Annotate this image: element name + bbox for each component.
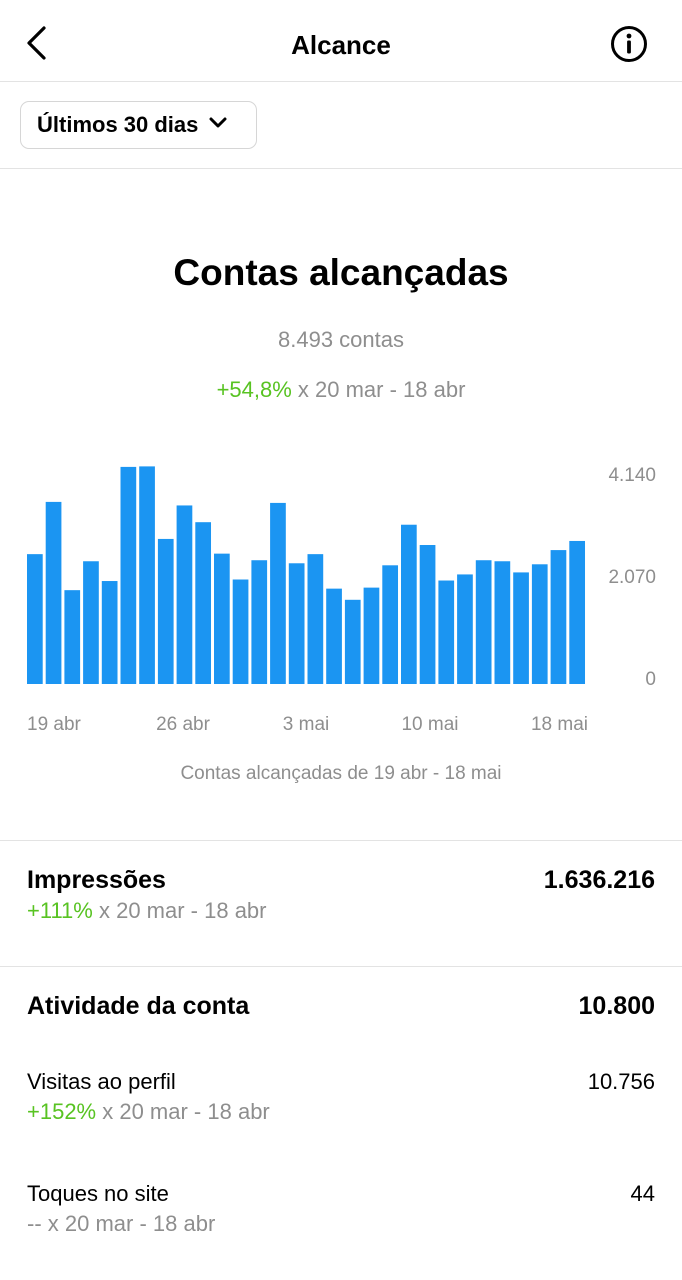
x-tick-label: 18 mai xyxy=(531,714,588,735)
chart-bar xyxy=(438,580,455,684)
change-period: x 20 mar - 18 abr xyxy=(41,1211,216,1236)
chart-bar xyxy=(401,524,417,684)
chart-bar xyxy=(270,502,286,684)
chart-bar xyxy=(457,574,473,684)
chart-bar xyxy=(176,505,193,684)
chart-bar xyxy=(101,581,118,684)
filter-bar: Últimos 30 dias xyxy=(0,82,682,169)
profile-visits-change: +152% x 20 mar - 18 abr xyxy=(27,1099,270,1125)
chart-bar xyxy=(307,554,324,684)
chart-bar xyxy=(513,572,529,684)
chart-bar xyxy=(569,540,586,684)
chart-bar xyxy=(475,560,492,684)
divider xyxy=(0,840,682,841)
change-period: x 20 mar - 18 abr xyxy=(96,1099,270,1124)
x-tick-label: 19 abr xyxy=(27,714,82,735)
accounts-count: 8.493 contas xyxy=(278,327,404,352)
chart-bar xyxy=(232,579,249,684)
chart-bar xyxy=(494,561,511,684)
chart-bar xyxy=(120,466,137,684)
date-range-dropdown[interactable]: Últimos 30 dias xyxy=(20,101,257,149)
chart-svg: 4.140 2.070 0 19 abr 26 abr 3 mai 10 mai 18 mai xyxy=(27,465,656,735)
date-range-label: Últimos 30 dias xyxy=(37,112,199,137)
chart-bar xyxy=(45,501,62,684)
chart-bar xyxy=(83,561,99,684)
chart-bar xyxy=(251,560,268,684)
chart-bar xyxy=(195,522,212,684)
chart-bar xyxy=(288,563,305,684)
back-button[interactable] xyxy=(20,22,60,66)
impressions-change: +111% x 20 mar - 18 abr xyxy=(27,898,267,924)
x-tick-label: 26 abr xyxy=(156,714,211,735)
activity-title: Atividade da conta xyxy=(27,992,250,1020)
profile-visits-label: Visitas ao perfil xyxy=(27,1069,176,1094)
website-taps-change: -- x 20 mar - 18 abr xyxy=(27,1211,215,1237)
chart-bar xyxy=(157,538,174,684)
chart-bar xyxy=(382,565,399,684)
chart-bar xyxy=(214,553,230,684)
chart-bar xyxy=(64,590,81,684)
impressions-title: Impressões xyxy=(27,866,166,894)
change-percent: +152% xyxy=(27,1099,97,1124)
change-placeholder: -- xyxy=(27,1211,42,1236)
website-taps-value: 44 xyxy=(630,1181,655,1206)
reach-bar-chart: 4.140 2.070 0 19 abr 26 abr 3 mai 10 mai 18 mai xyxy=(0,440,682,750)
info-button[interactable] xyxy=(609,24,649,64)
chart-bar xyxy=(344,599,361,684)
chart-bar xyxy=(326,588,342,684)
y-tick-label: 2.070 xyxy=(608,567,656,588)
divider xyxy=(0,966,682,967)
chart-bar xyxy=(139,466,155,684)
website-taps-label: Toques no site xyxy=(27,1181,169,1206)
chevron-down-icon xyxy=(208,116,228,135)
y-tick-label: 4.140 xyxy=(608,465,656,486)
chart-bar xyxy=(27,554,43,684)
activity-value: 10.800 xyxy=(578,992,655,1020)
chevron-left-icon xyxy=(20,22,60,66)
x-tick-label: 10 mai xyxy=(401,714,458,735)
info-circle-icon xyxy=(609,26,649,68)
chart-bar xyxy=(363,587,380,684)
change-percent: +111% xyxy=(27,898,93,923)
chart-bar xyxy=(419,545,436,684)
chart-bar xyxy=(531,564,548,684)
chart-bar xyxy=(550,550,567,684)
change-percent: +54,8% xyxy=(216,377,292,402)
y-tick-label: 0 xyxy=(645,669,656,690)
accounts-change: +54,8% x 20 mar - 18 abr xyxy=(0,377,682,403)
change-period: x 20 mar - 18 abr xyxy=(291,377,466,402)
top-bar: Alcance xyxy=(0,0,682,82)
change-period: x 20 mar - 18 abr xyxy=(92,898,267,923)
section-title: Contas alcançadas xyxy=(173,252,509,293)
chart-caption: Contas alcançadas de 19 abr - 18 mai xyxy=(180,763,502,784)
impressions-value: 1.636.216 xyxy=(543,866,655,894)
x-tick-label: 3 mai xyxy=(283,714,329,735)
page-title: Alcance xyxy=(291,30,391,60)
profile-visits-value: 10.756 xyxy=(587,1069,655,1094)
